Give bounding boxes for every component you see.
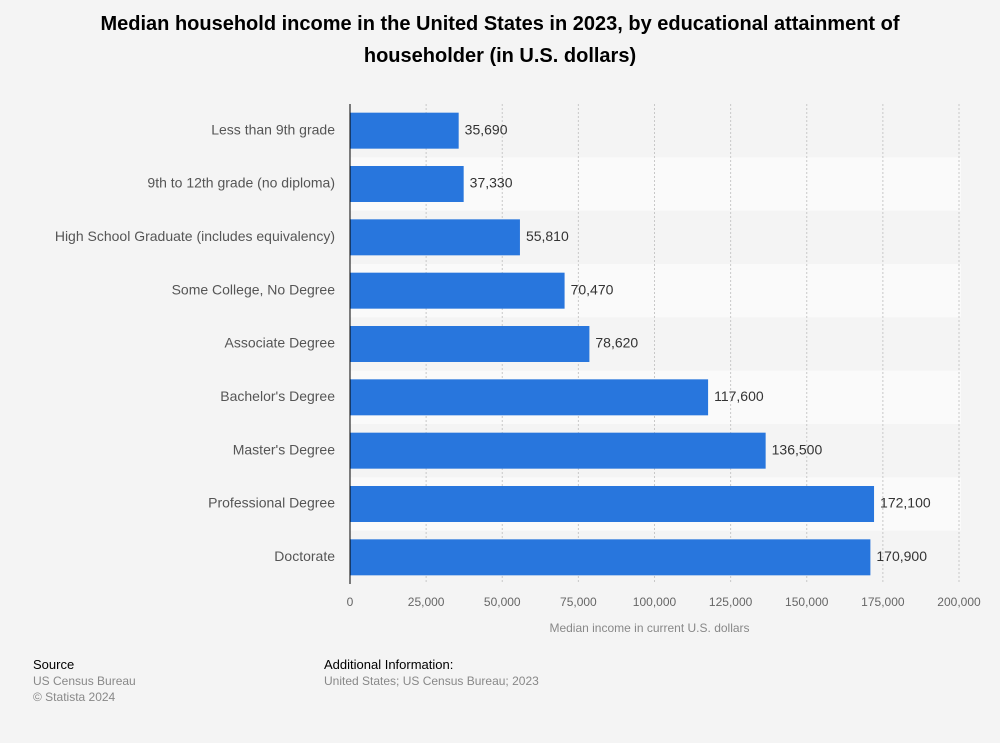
- y-tick-label: High School Graduate (includes equivalen…: [55, 228, 335, 244]
- bar: [350, 326, 590, 362]
- x-tick-label: 50,000: [484, 595, 521, 609]
- x-tick-label: 75,000: [560, 595, 597, 609]
- source: Source US Census Bureau © Statista 2024: [33, 657, 136, 705]
- value-label: 37,330: [470, 175, 513, 191]
- bar: [350, 166, 464, 202]
- source-line: US Census Bureau: [33, 674, 136, 688]
- chart: 0 25,000 50,000 75,000 100,000 125,000 150,000…: [55, 104, 981, 635]
- x-tick-label: 100,000: [633, 595, 677, 609]
- value-label: 70,470: [571, 281, 614, 297]
- x-tick-label: 125,000: [709, 595, 753, 609]
- value-label: 170,900: [876, 548, 927, 564]
- y-tick-label: Bachelor's Degree: [220, 388, 335, 404]
- source-line: © Statista 2024: [33, 690, 116, 704]
- y-tick-label: Some College, No Degree: [172, 281, 336, 297]
- x-tick-label: 25,000: [408, 595, 445, 609]
- value-label: 78,620: [595, 335, 638, 351]
- y-tick-label: Less than 9th grade: [211, 121, 335, 137]
- y-tick-label: 9th to 12th grade (no diploma): [147, 175, 335, 191]
- x-axis-label: Median income in current U.S. dollars: [549, 621, 749, 635]
- y-tick-label: Master's Degree: [233, 441, 335, 457]
- source-heading: Source: [33, 657, 75, 672]
- value-label: 35,690: [465, 121, 508, 137]
- y-tick-label: Associate Degree: [224, 335, 335, 351]
- bar: [350, 219, 520, 256]
- additional-info: Additional Information: United States; U…: [324, 657, 539, 689]
- value-label: 117,600: [714, 388, 764, 404]
- y-tick-label: Doctorate: [274, 548, 335, 564]
- bar: [350, 432, 766, 469]
- bar: [350, 539, 871, 576]
- value-label: 55,810: [526, 228, 569, 244]
- value-label: 136,500: [772, 441, 823, 457]
- info-text: United States; US Census Bureau; 2023: [324, 674, 539, 688]
- x-tick-label: 175,000: [861, 595, 905, 609]
- x-tick-label: 200,000: [937, 595, 981, 609]
- value-label: 172,100: [880, 495, 931, 511]
- bar: [350, 379, 709, 416]
- chart-title: Median household income in the United St…: [100, 13, 900, 67]
- bar: [350, 486, 875, 522]
- x-tick-label: 150,000: [785, 595, 829, 609]
- y-tick-label: Professional Degree: [208, 495, 335, 511]
- bar: [350, 112, 459, 149]
- bar: [350, 272, 565, 309]
- info-heading: Additional Information:: [324, 657, 454, 672]
- x-tick-label: 0: [347, 595, 354, 609]
